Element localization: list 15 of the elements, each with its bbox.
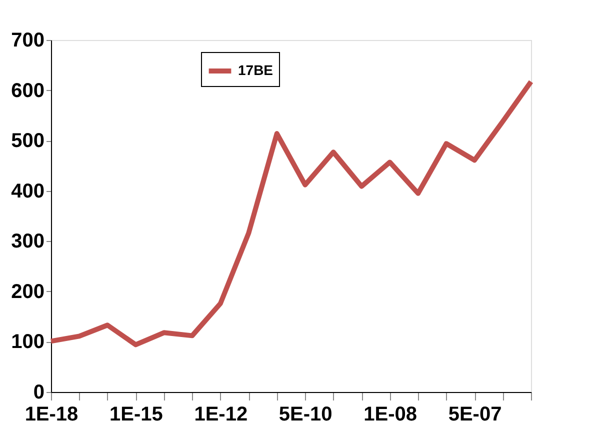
x-tick-label: 1E-15	[110, 404, 163, 426]
x-tick-label: 1E-08	[364, 404, 418, 426]
x-tick-label: 5E-07	[448, 404, 502, 426]
y-tick-label: 100	[11, 331, 44, 354]
y-tick-label: 400	[11, 180, 44, 202]
y-tick-label: 0	[33, 382, 44, 404]
y-tick-label: 500	[11, 130, 44, 152]
y-tick-label: 700	[11, 30, 44, 52]
x-tick-label: 1E-12	[194, 404, 248, 426]
x-tick-label: 1E-18	[24, 404, 78, 426]
y-tick-label: 300	[11, 230, 44, 253]
y-tick-label: 200	[11, 280, 44, 303]
legend-label: 17BE	[238, 62, 274, 78]
x-tick-label: 5E-10	[278, 404, 332, 426]
y-tick-label: 600	[11, 80, 44, 102]
